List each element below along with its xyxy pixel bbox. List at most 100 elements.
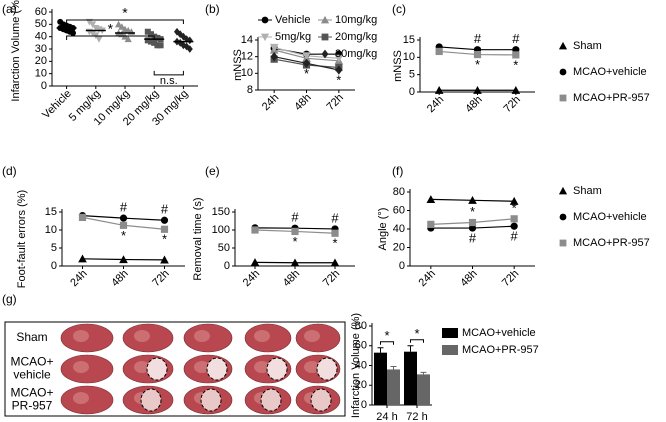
x-tick-label: 72h [500,268,521,289]
significance-bracket [66,19,184,24]
significance-bracket [380,341,394,345]
marker [426,195,436,203]
marker [119,255,128,264]
marker [468,196,477,204]
significance-label: * [332,236,337,251]
significance-label: * [292,234,297,249]
y-tick-label: 0 [51,260,57,272]
legend-label: MCAO+vehicle [573,66,647,78]
row-label: Sham [16,330,47,344]
x-tick-label: 72h [150,268,171,289]
panel-label: (e) [205,164,220,178]
significance-label: n.s. [160,75,178,87]
marker [330,258,340,267]
y-tick-label: 20 [393,241,405,253]
legend-label: 30mg/kg [335,48,377,60]
y-axis-label: mNSS [232,49,244,81]
error-bar [377,347,384,353]
marker [473,85,482,94]
y-tick-label: 60 [35,6,47,18]
significance-bracket [410,339,424,343]
y-tick-label: 10 [241,67,253,79]
significance-label: # [331,210,339,225]
legend-label: 20mg/kg [335,31,377,43]
y-tick-label: 40 [35,31,47,43]
significance-label: # [161,202,169,217]
marker [512,51,520,59]
x-tick-label: 72 h [406,411,427,422]
y-tick-label: 0 [399,260,405,272]
marker [144,37,151,44]
y-tick-label: 15 [403,34,415,46]
significance-label: # [474,31,482,46]
infarct-area [266,357,288,381]
infarct-area [146,357,168,381]
marker [320,15,330,24]
x-tick-label: 48h [463,94,484,115]
marker [186,45,193,53]
y-tick-label: 100 [212,224,230,236]
row-label: PR-957 [12,399,53,413]
y-tick-label: 12 [241,51,253,63]
x-tick-label: 24h [68,268,89,289]
legend-label: MCAO+PR-957 [573,237,650,249]
y-axis-label: Removal time (s) [192,197,204,280]
marker [302,58,311,69]
row-label: MCAO+ [10,386,53,400]
marker [321,49,329,59]
significance-label: * [414,326,419,341]
significance-bracket [66,35,155,40]
marker [250,258,260,266]
marker [269,43,279,52]
marker [302,52,311,61]
significance-label: # [511,229,519,244]
infarct-area [206,357,228,381]
y-tick-label: 0 [409,86,415,98]
marker [148,31,154,38]
marker [434,85,444,94]
significance-label: * [304,66,309,81]
brain-slice-highlight [194,361,210,373]
marker [160,216,169,224]
marker [95,36,103,43]
y-tick-label: 15 [45,206,57,218]
brain-slice-highlight [73,392,89,404]
legend-label: MCAO+PR-957 [573,92,650,104]
significance-label: # [291,210,299,225]
row-label: MCAO+ [10,355,53,369]
panel-label: (g) [2,292,17,306]
image-panel-frame [4,321,346,417]
y-tick-label: 20 [35,55,47,67]
legend-label: 10mg/kg [335,14,377,26]
legend-label: Sham [573,40,602,52]
legend-swatch [442,328,458,338]
y-tick-label: 0 [41,80,47,92]
bar [404,351,417,405]
significance-label: # [469,231,477,246]
marker [321,33,329,41]
marker [291,227,299,236]
marker [144,28,151,35]
marker [334,54,344,63]
x-tick-label: 24h [425,94,446,115]
brain-slice-highlight [304,361,320,373]
error-bar [407,345,414,352]
marker [160,225,169,233]
y-tick-label: 14 [241,34,253,46]
significance-label: * [470,204,475,219]
bar [374,352,387,405]
significance-label: * [384,328,389,343]
y-tick-label: 5 [51,242,57,254]
marker [78,254,87,263]
error-bar [390,365,397,370]
marker [427,220,435,228]
significance-label: * [513,57,518,72]
marker [119,221,128,229]
y-tick-label: 10 [403,51,415,63]
x-tick-label: 24h [417,268,438,289]
bar [387,369,400,405]
brain-slice-highlight [194,330,210,342]
y-tick-label: 50 [218,242,230,254]
marker [157,42,164,49]
x-tick-label: 48h [292,92,313,113]
